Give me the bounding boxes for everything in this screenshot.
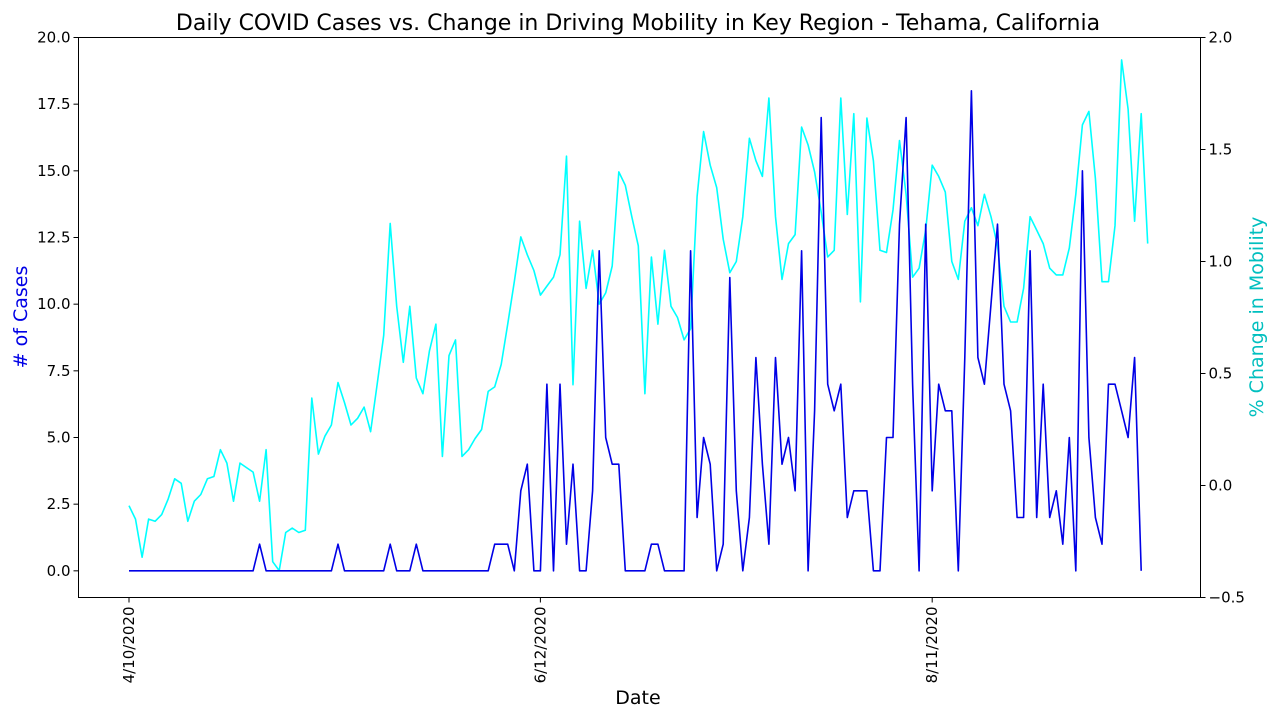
right-y-tick-label: 1.5 — [1209, 141, 1233, 159]
left-y-axis: 0.0 2.5 5.0 7.5 10.0 12.5 15.0 17.5 20.0 — [37, 29, 79, 580]
left-y-axis-label: # of Cases — [10, 266, 32, 369]
plot-frame — [78, 37, 1201, 598]
right-y-tick-label: 1.0 — [1209, 253, 1233, 271]
x-axis: 4/10/2020 6/12/2020 8/11/2020 — [120, 597, 941, 684]
left-y-tick-label: 5.0 — [47, 429, 71, 447]
left-y-tick-label: 20.0 — [37, 29, 70, 47]
right-y-axis: −0.5 0.0 0.5 1.0 1.5 2.0 — [1200, 29, 1245, 607]
x-tick-label: 8/11/2020 — [923, 607, 941, 684]
left-y-tick-label: 7.5 — [47, 362, 71, 380]
right-y-tick-label: 0.5 — [1209, 365, 1233, 383]
left-y-tick-label: 0.0 — [47, 562, 71, 580]
chart-title: Daily COVID Cases vs. Change in Driving … — [176, 11, 1100, 36]
right-y-tick-label: 0.0 — [1209, 477, 1233, 495]
series-layer — [128, 59, 1149, 572]
right-y-tick-label: −0.5 — [1209, 589, 1245, 607]
left-y-tick-label: 12.5 — [37, 229, 70, 247]
cases-series-line — [129, 90, 1142, 572]
x-axis-label: Date — [615, 687, 660, 709]
left-y-tick-label: 17.5 — [37, 95, 70, 113]
x-tick-label: 6/12/2020 — [531, 607, 549, 684]
left-y-tick-label: 2.5 — [47, 495, 71, 513]
right-y-axis-label: % Change in Mobility — [1246, 217, 1268, 418]
right-y-tick-label: 2.0 — [1209, 29, 1233, 47]
left-y-tick-label: 15.0 — [37, 162, 70, 180]
mobility-series-line — [128, 59, 1149, 572]
x-tick-label: 4/10/2020 — [120, 607, 138, 684]
left-y-tick-label: 10.0 — [37, 295, 70, 313]
